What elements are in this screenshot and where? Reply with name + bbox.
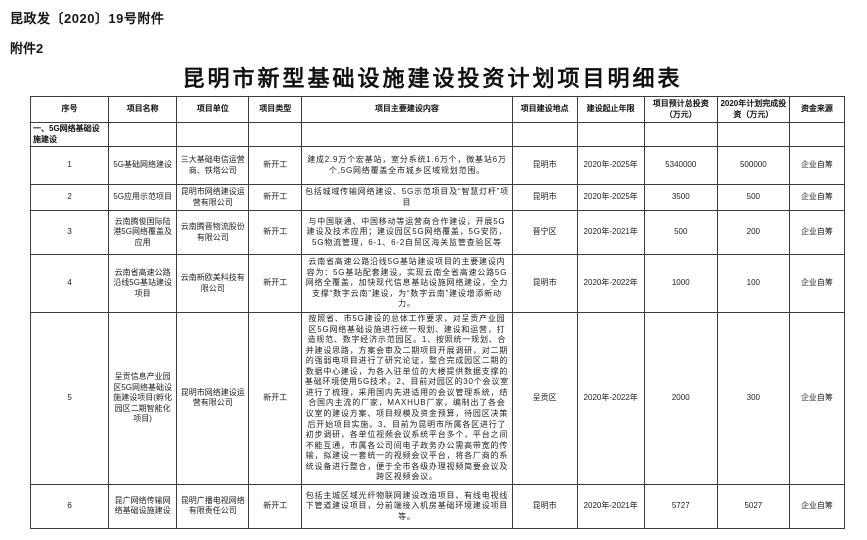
attachment-label: 附件2 [10, 41, 44, 56]
doc-number: 昆政发〔2020〕19号附件 [10, 11, 165, 26]
cell-project-name: 呈贡信息产业园区5G网络基础设施建设项目(孵化园区二期智能化项目) [108, 312, 178, 485]
cell-total-investment: 3500 [643, 184, 718, 212]
cell-location: 昆明市 [511, 146, 578, 186]
cell-no: 6 [29, 483, 110, 529]
cell-total-investment: 500 [643, 210, 718, 256]
cell-plan-2020: 500000 [716, 146, 790, 186]
cell-plan-2020: 300 [716, 312, 790, 485]
table-row: 2 5G应用示范项目 昆明市网络建设运营有限公司 新开工 包括城域传输网络建设、… [29, 184, 846, 212]
cell-period: 2020年-2022年 [576, 312, 645, 485]
table-row: 6 昆广网络传输网络基础设施建设 昆明广播电视网络有限责任公司 新开工 包括主城… [29, 483, 846, 529]
cell-no: 5 [29, 312, 110, 485]
col-header-location: 项目建设地点 [511, 96, 578, 123]
empty-cell [511, 121, 578, 148]
cell-project-unit: 云南腾晋物流股份有限公司 [176, 210, 250, 256]
col-header-content: 项目主要建设内容 [301, 96, 513, 123]
cell-period: 2020年-2025年 [576, 146, 645, 186]
empty-cell [576, 121, 645, 148]
cell-plan-2020: 100 [716, 254, 790, 314]
cell-project-name: 昆广网络传输网络基础设施建设 [108, 483, 178, 529]
cell-plan-2020: 5027 [716, 483, 790, 529]
cell-content: 包括主城区域光纤物联网建设改造项目、有线电视线下管道建设项目，分前端接入机房基础… [301, 483, 513, 529]
cell-no: 4 [29, 254, 110, 314]
projects-table: 序号 项目名称 项目单位 项目类型 项目主要建设内容 项目建设地点 建设起止年限… [29, 96, 846, 529]
table-row: 5 呈贡信息产业园区5G网络基础设施建设项目(孵化园区二期智能化项目) 昆明市网… [29, 312, 846, 485]
cell-total-investment: 5340000 [643, 146, 718, 186]
cell-no: 3 [29, 210, 110, 256]
cell-funding-source: 企业自筹 [788, 254, 846, 314]
col-header-total-investment: 项目预计总投资（万元） [643, 96, 718, 123]
cell-no: 1 [29, 146, 110, 186]
cell-funding-source: 企业自筹 [788, 210, 846, 256]
cell-content: 云南省高速公路沿线5G基站建设项目的主要建设内容为：5G基站配套建设，实现云南全… [301, 254, 513, 314]
empty-cell [108, 121, 178, 148]
col-header-funding-source: 资金来源 [788, 96, 846, 123]
col-header-plan-2020: 2020年计划完成投资（万元） [716, 96, 790, 123]
page-title: 昆明市新型基础设施建设投资计划项目明细表 [182, 66, 683, 91]
cell-period: 2020年-2021年 [576, 210, 645, 256]
cell-project-type: 新开工 [248, 184, 303, 212]
cell-period: 2020年-2022年 [576, 254, 645, 314]
cell-funding-source: 企业自筹 [788, 483, 846, 529]
cell-project-type: 新开工 [248, 254, 303, 314]
cell-total-investment: 2000 [643, 312, 718, 485]
cell-content: 按照省、市5G建设的总体工作要求，对呈贡产业园区5G网络基础设施进行统一规划、建… [301, 312, 513, 485]
col-header-name: 项目名称 [108, 96, 178, 123]
cell-project-unit: 昆明广播电视网络有限责任公司 [176, 483, 250, 529]
cell-project-unit: 三大基础电信运营商、铁塔公司 [176, 146, 250, 186]
cell-total-investment: 5727 [643, 483, 718, 529]
header-row: 序号 项目名称 项目单位 项目类型 项目主要建设内容 项目建设地点 建设起止年限… [29, 96, 846, 123]
empty-cell [788, 121, 846, 148]
cell-project-name: 5G应用示范项目 [108, 184, 178, 212]
cell-location: 晋宁区 [511, 210, 578, 256]
cell-location: 昆明市 [511, 184, 578, 212]
empty-cell [301, 121, 513, 148]
empty-cell [248, 121, 303, 148]
cell-project-name: 云南省高速公路沿线5G基站建设项目 [108, 254, 178, 314]
empty-cell [643, 121, 718, 148]
cell-project-type: 新开工 [248, 483, 303, 529]
col-header-no: 序号 [29, 96, 110, 123]
cell-plan-2020: 200 [716, 210, 790, 256]
cell-content: 建成2.9万个宏基站，室分系统1.6万个，微基站6万个,5G网络覆盖全市城乡区域… [301, 146, 513, 186]
cell-location: 呈贡区 [511, 312, 578, 485]
cell-period: 2020年-2025年 [576, 184, 645, 212]
section-row-5g: 一、5G网络基础设施建设 [29, 121, 846, 148]
cell-period: 2020年-2021年 [576, 483, 645, 529]
cell-project-type: 新开工 [248, 146, 303, 186]
cell-funding-source: 企业自筹 [788, 184, 846, 212]
cell-no: 2 [29, 184, 110, 212]
cell-location: 昆明市 [511, 254, 578, 314]
cell-project-name: 5G基础网络建设 [108, 146, 178, 186]
cell-funding-source: 企业自筹 [788, 146, 846, 186]
col-header-unit: 项目单位 [176, 96, 250, 123]
cell-location: 昆明市 [511, 483, 578, 529]
table-row: 3 云南腾俊国际陆港5G网络覆盖及应用 云南腾晋物流股份有限公司 新开工 与中国… [29, 210, 846, 256]
cell-content: 包括城域传输网络建设、5G示范项目及“智慧灯杆”项目 [301, 184, 513, 212]
col-header-type: 项目类型 [248, 96, 303, 123]
col-header-period: 建设起止年限 [576, 96, 645, 123]
empty-cell [176, 121, 250, 148]
cell-plan-2020: 500 [716, 184, 790, 212]
section-title: 一、5G网络基础设施建设 [29, 121, 110, 148]
cell-project-type: 新开工 [248, 210, 303, 256]
cell-content: 与中国联通、中国移动等运营商合作建设，开展5G建设及技术应用；建设园区5G网络覆… [301, 210, 513, 256]
cell-project-unit: 云南新欧美科技有限公司 [176, 254, 250, 314]
cell-project-type: 新开工 [248, 312, 303, 485]
table-row: 1 5G基础网络建设 三大基础电信运营商、铁塔公司 新开工 建成2.9万个宏基站… [29, 146, 846, 186]
cell-project-unit: 昆明市网络建设运营有限公司 [176, 184, 250, 212]
cell-project-unit: 昆明市网络建设运营有限公司 [176, 312, 250, 485]
cell-project-name: 云南腾俊国际陆港5G网络覆盖及应用 [108, 210, 178, 256]
table-row: 4 云南省高速公路沿线5G基站建设项目 云南新欧美科技有限公司 新开工 云南省高… [29, 254, 846, 314]
cell-funding-source: 企业自筹 [788, 312, 846, 485]
empty-cell [716, 121, 790, 148]
cell-total-investment: 1000 [643, 254, 718, 314]
